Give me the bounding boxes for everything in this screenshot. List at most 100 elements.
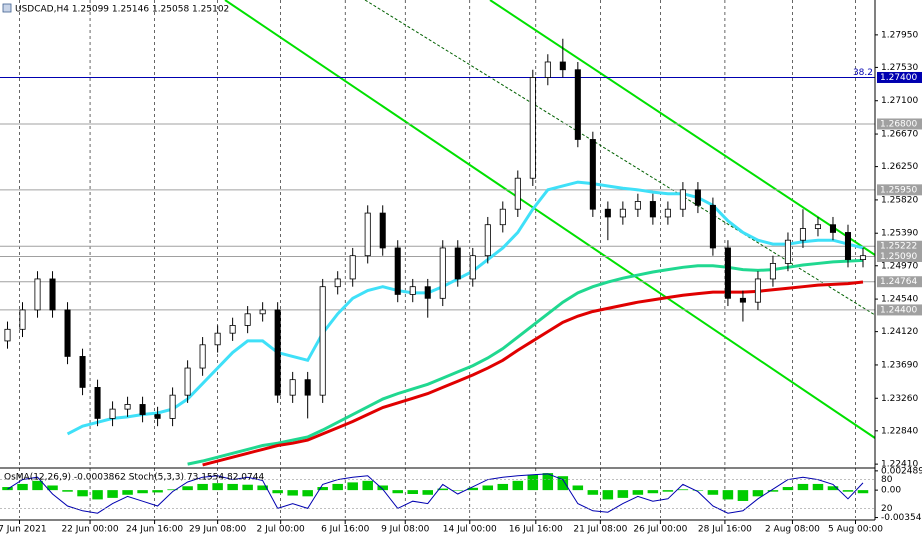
osma-bar [362, 480, 373, 491]
stoch-line [7, 473, 864, 514]
candle-body [304, 379, 311, 396]
candle-body [649, 201, 656, 218]
osma-bar [602, 490, 614, 500]
candle-body [799, 228, 806, 241]
level-label: 1.25090 [880, 252, 917, 262]
y-tick-label: 1.25820 [881, 195, 918, 205]
x-tick-label: 22 Jun 00:00 [61, 525, 118, 535]
candle-body [769, 263, 776, 280]
osma-bar [77, 490, 88, 497]
candle-body [634, 201, 641, 210]
candle-body [124, 404, 131, 410]
osma-bar [392, 490, 403, 494]
level-label-box [877, 184, 922, 196]
candle-body [679, 189, 686, 210]
osma-bar [317, 487, 328, 491]
level-label-box [877, 118, 922, 130]
osma-bar [572, 485, 584, 491]
indicator-label: OsMA(12,26,9) -0.0003862 Stoch(5,3,3) 73… [4, 473, 264, 483]
osma-tick-label: 0.0024892 [881, 466, 922, 476]
osma-bar [257, 485, 268, 491]
level-label: 1.24400 [880, 305, 917, 315]
y-tick-label: 1.26250 [881, 162, 918, 172]
level-label: 1.25950 [880, 185, 917, 195]
candle-body [109, 408, 116, 419]
trend-line [489, 0, 876, 256]
candle-body [754, 278, 761, 303]
level-label-box [877, 250, 922, 262]
candle-body [49, 278, 56, 311]
candle-body [169, 394, 176, 419]
y-tick-label: 1.24540 [881, 295, 918, 305]
osma-bar [662, 490, 674, 492]
candle-body [589, 139, 596, 210]
candle-body [19, 309, 26, 330]
x-tick-label: 24 Jun 16:00 [126, 525, 183, 535]
osma-bar [452, 490, 464, 491]
stoch-tick-label: 80 [881, 475, 893, 485]
candle-body [694, 189, 701, 206]
y-tick-label: 1.22410 [881, 460, 918, 470]
osma-bar [107, 490, 118, 498]
candle-body [94, 387, 101, 419]
osma-bar [137, 490, 148, 494]
candle-body [184, 367, 191, 396]
osma-bar [512, 480, 524, 491]
candle-body [214, 332, 221, 346]
osma-bar [122, 490, 133, 495]
osma-bar [692, 490, 704, 491]
osma-bar [332, 483, 343, 491]
x-tick-label: 26 Jul 00:00 [633, 525, 687, 535]
candle-body [739, 297, 746, 303]
x-tick-label: 14 Jul 00:00 [443, 525, 497, 535]
candle-body [499, 208, 506, 226]
level-label: 1.24764 [880, 277, 917, 287]
candle-body [469, 255, 476, 280]
osma-bar [287, 490, 298, 496]
osma-bar [197, 483, 208, 491]
candle-body [334, 278, 341, 288]
osma-tick-label: -0.003542 [881, 513, 922, 523]
level-label: 1.26800 [880, 119, 917, 129]
osma-bar [767, 490, 779, 492]
osma-bar [812, 483, 824, 491]
osma-bar [482, 485, 494, 491]
osma-bar [857, 490, 869, 494]
candle-body [229, 325, 236, 334]
osma-bar [722, 490, 734, 500]
candle-body [244, 313, 251, 326]
y-tick-label: 1.25390 [881, 229, 918, 239]
candle-body [709, 204, 716, 249]
candle-body [544, 61, 551, 78]
moving-average [187, 258, 864, 466]
candle-body [439, 247, 446, 299]
candle-body [784, 239, 791, 264]
y-tick-label: 1.23260 [881, 394, 918, 404]
candle-body [484, 224, 491, 257]
osma-bar [227, 483, 238, 491]
y-tick-label: 1.22840 [881, 426, 918, 436]
candle-body [514, 177, 521, 210]
candle-body [379, 212, 386, 249]
y-tick-label: 1.27950 [881, 30, 918, 40]
candle-body [619, 208, 626, 218]
level-label-box [877, 71, 922, 83]
x-tick-label: 16 Jul 16:00 [509, 525, 563, 535]
x-tick-label: 29 Jun 08:00 [189, 525, 246, 535]
x-tick-label: 2 Aug 08:00 [765, 525, 820, 535]
osma-bar [212, 483, 223, 491]
candle-body [664, 208, 671, 218]
osma-bar [527, 474, 539, 491]
x-tick-label: 28 Jul 16:00 [698, 525, 752, 535]
y-tick-label: 1.27530 [881, 63, 918, 73]
osma-bar [407, 490, 418, 494]
osma-bar [422, 490, 433, 495]
candle-body [724, 247, 731, 299]
candle-body [259, 309, 266, 315]
osma-bar [587, 490, 599, 495]
trend-line [224, 0, 876, 439]
candle-body [154, 414, 161, 419]
candle-body [34, 278, 41, 311]
osma-bar [467, 487, 479, 491]
